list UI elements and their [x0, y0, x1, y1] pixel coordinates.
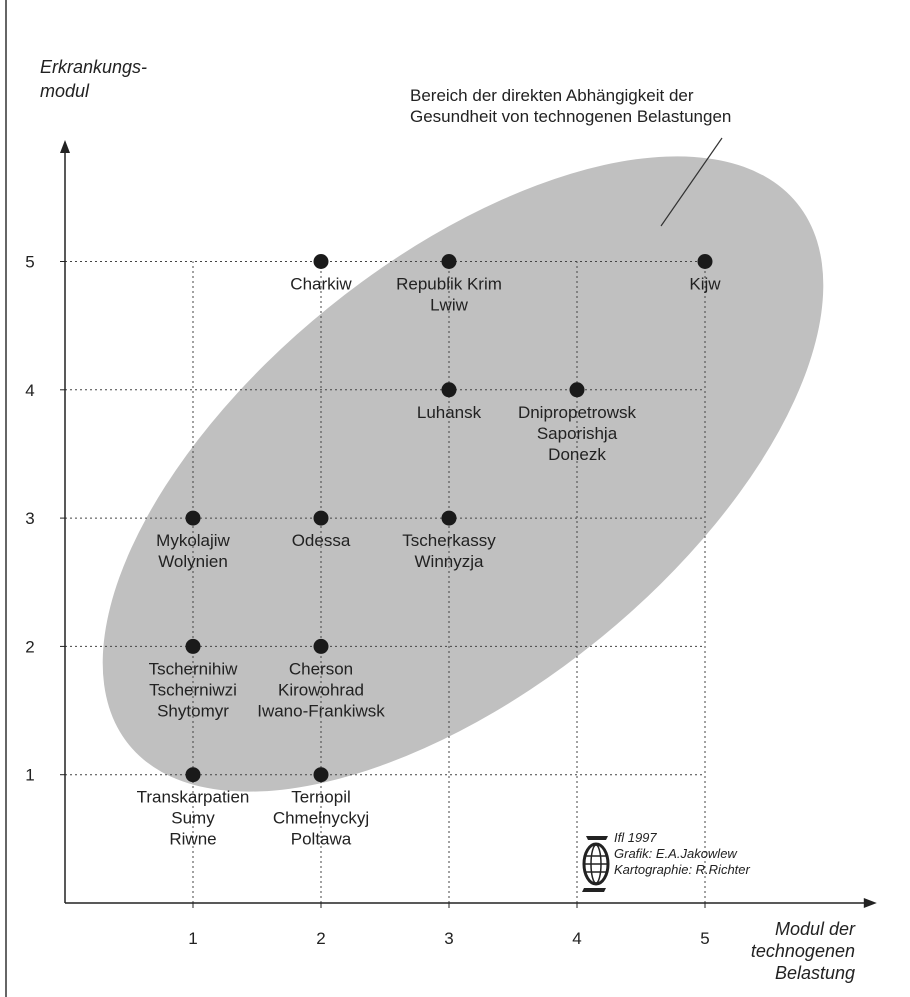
data-point-2	[697, 254, 713, 269]
data-point-label-10-1: Sumy	[171, 809, 215, 828]
data-point-label-5-1: Wolynien	[158, 552, 228, 571]
data-point-label-11-1: Chmelnyckyj	[273, 809, 369, 828]
data-point-0	[313, 254, 329, 269]
data-point-10	[185, 767, 201, 783]
data-point-label-1-0: Republik Krim	[396, 275, 502, 294]
region-annotation-line-2: Gesundheit von technogenen Belastungen	[410, 107, 731, 126]
data-point-9	[313, 638, 329, 654]
data-point-3	[441, 382, 457, 398]
data-point-label-7-0: Tscherkassy	[402, 531, 496, 550]
data-point-11	[313, 767, 329, 783]
x-tick-label-2: 2	[316, 929, 325, 948]
annotation-pointer	[660, 137, 723, 227]
data-point-label-0-0: Charkiw	[290, 275, 352, 294]
credit-line-2: Grafik: E.A.Jakowlew	[614, 846, 738, 861]
ifl-globe-logo-icon	[582, 836, 610, 892]
data-point-label-2-0: Kijw	[689, 275, 721, 294]
credit-line-3: Kartographie: R.Richter	[614, 862, 751, 877]
axes	[60, 140, 877, 908]
y-tick-label-4: 4	[25, 381, 34, 400]
data-point-5	[185, 510, 201, 526]
x-axis-title-line-2: technogenen	[751, 941, 855, 961]
data-points: Charkiw Republik Krim Lwiw Kijw Luhansk Dnipr…	[137, 254, 721, 849]
x-axis-title-line-1: Modul der	[775, 919, 856, 939]
x-tick-label-1: 1	[188, 929, 197, 948]
y-tick-label-1: 1	[25, 766, 34, 785]
y-axis-title-line-2: modul	[40, 81, 90, 101]
x-axis-arrow-icon	[863, 898, 877, 908]
data-point-label-4-0: Dnipropetrowsk	[518, 403, 637, 422]
data-point-label-6-0: Odessa	[292, 531, 351, 550]
x-tick-label-3: 3	[444, 929, 453, 948]
data-point-label-10-2: Riwne	[169, 830, 216, 849]
data-point-label-11-0: Ternopil	[291, 788, 351, 807]
data-point-1	[441, 254, 457, 269]
data-point-4	[569, 382, 585, 398]
data-point-label-8-1: Tscherniwzi	[149, 680, 237, 699]
data-point-8	[185, 638, 201, 654]
y-axis-title-line-1: Erkrankungs-	[40, 57, 147, 77]
data-point-label-9-0: Cherson	[289, 659, 353, 678]
y-tick-label-5: 5	[25, 253, 34, 272]
data-point-label-11-2: Poltawa	[291, 830, 352, 849]
data-point-label-5-0: Mykolajiw	[156, 531, 230, 550]
data-point-label-8-0: Tschernihiw	[149, 659, 239, 678]
tick-labels: 1 2 3 4 5 1 2 3 4 5	[25, 253, 709, 949]
data-point-label-10-0: Transkarpatien	[137, 788, 250, 807]
y-tick-label-2: 2	[25, 637, 34, 656]
data-point-label-9-2: Iwano-Frankiwsk	[257, 701, 385, 720]
data-point-label-9-1: Kirowohrad	[278, 680, 364, 699]
gridlines	[65, 261, 706, 903]
data-point-7	[441, 510, 457, 526]
data-point-label-4-2: Donezk	[548, 445, 606, 464]
x-tick-label-4: 4	[572, 929, 581, 948]
data-point-label-4-1: Saporishja	[537, 424, 618, 443]
region-annotation-line-1: Bereich der direkten Abhängigkeit der	[410, 86, 694, 105]
y-axis-arrow-icon	[60, 140, 70, 154]
credit-line-1: Ifl 1997	[614, 830, 657, 845]
data-point-label-1-1: Lwiw	[430, 296, 469, 315]
data-point-label-3-0: Luhansk	[417, 403, 482, 422]
correlation-region	[102, 156, 824, 792]
data-point-6	[313, 510, 329, 526]
y-tick-label-3: 3	[25, 509, 34, 528]
data-point-label-8-2: Shytomyr	[157, 701, 229, 720]
x-tick-label-5: 5	[700, 929, 709, 948]
x-axis-title-line-3: Belastung	[775, 963, 855, 983]
data-point-label-7-1: Winnyzja	[415, 552, 485, 571]
